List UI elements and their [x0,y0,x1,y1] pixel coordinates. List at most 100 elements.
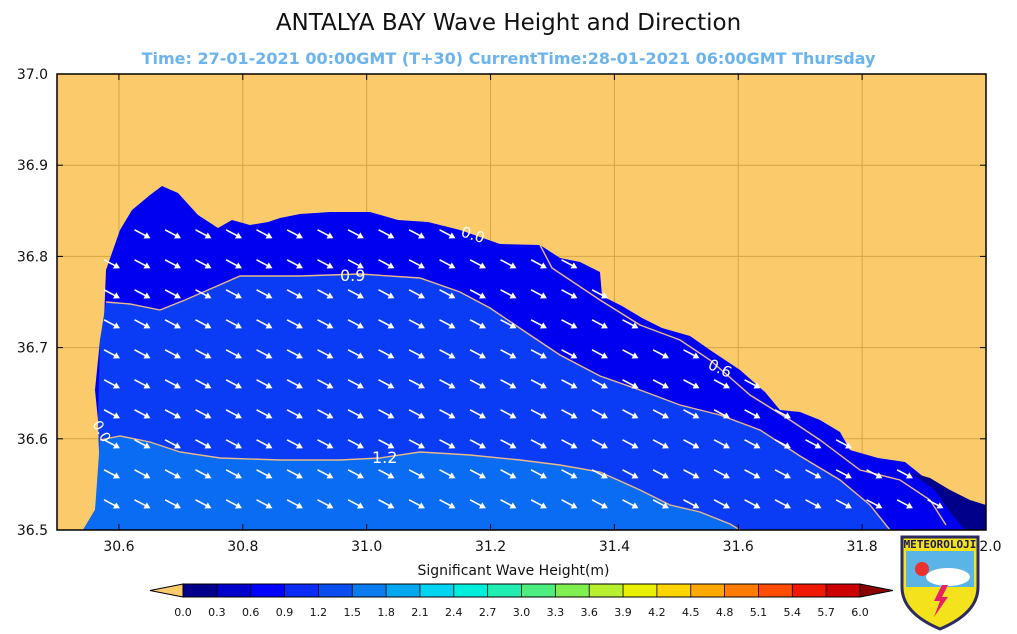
colorbar-segment [826,584,861,597]
colorbar-tick-label: 0.6 [242,606,260,619]
wave-arrow [469,319,486,329]
wave-arrow [317,289,334,299]
colorbar-tick-label: 5.7 [817,606,835,619]
wave-arrow [317,499,334,509]
wave-arrow [225,439,242,449]
wave-arrow [713,439,730,449]
wave-arrow [530,469,547,479]
wave-arrow [500,439,517,449]
wave-arrow [683,409,700,419]
wave-arrow [439,229,456,239]
wave-arrow [256,289,273,299]
wave-arrow [103,259,120,269]
wave-arrow [530,499,547,509]
colorbar-segment [623,584,658,597]
wave-arrow [591,439,608,449]
colorbar-segment [521,584,556,597]
colorbar-tick-label: 0.9 [276,606,294,619]
wave-arrow [347,499,364,509]
wave-arrow [469,409,486,419]
wave-arrow [652,439,669,449]
wave-arrow [622,499,639,509]
colorbar-tick-label: 0.3 [208,606,226,619]
wave-arrow [164,469,181,479]
wave-arrow [317,349,334,359]
wave-arrow [683,349,700,359]
wave-arrow [164,379,181,389]
contour-label: 1.2 [372,448,397,467]
wave-arrow [378,439,395,449]
wave-direction-arrows [103,229,944,509]
wave-arrow [378,259,395,269]
wave-arrow [195,229,212,239]
wave-arrow [561,289,578,299]
wave-arrow [530,259,547,269]
wave-arrow [408,379,425,389]
wave-arrow [561,409,578,419]
wave-arrow [164,349,181,359]
wave-arrow [500,319,517,329]
wave-arrow [774,439,791,449]
wave-arrow [530,349,547,359]
wave-arrow [134,379,151,389]
colorbar-tick-label: 0.0 [174,606,192,619]
wave-arrow [622,349,639,359]
colorbar-over-extend [859,583,894,598]
wave-arrow [774,469,791,479]
wave-arrow [439,379,456,389]
wave-arrow [530,439,547,449]
wave-arrow [317,379,334,389]
wave-arrow [408,319,425,329]
wave-arrow [774,499,791,509]
wave-arrow [195,259,212,269]
wave-arrow [195,349,212,359]
wave-arrow [591,349,608,359]
wave-arrow [134,319,151,329]
wave-arrow [195,319,212,329]
colorbar-under-extend [149,583,184,598]
contour-line-1.2 [99,435,741,530]
wave-arrow [225,259,242,269]
wave-arrow [347,439,364,449]
wave-arrow [317,409,334,419]
wave-arrow [561,379,578,389]
wave-arrow [835,499,852,509]
colorbar-tick-label: 5.1 [750,606,768,619]
wave-arrow [744,379,761,389]
wave-arrow [622,439,639,449]
wave-arrow [103,349,120,359]
wave-arrow [469,469,486,479]
wave-arrow [561,349,578,359]
wave-arrow [622,409,639,419]
wave-arrow [164,409,181,419]
wave-arrow [317,229,334,239]
y-tick-label: 36.9 [17,158,48,174]
chart-title: ANTALYA BAY Wave Height and Direction [275,10,742,36]
wave-arrow [530,289,547,299]
wave-arrow [103,409,120,419]
wave-arrow [225,469,242,479]
wave-arrow [652,379,669,389]
wave-arrow [896,469,913,479]
wave-arrow [317,259,334,269]
wave-arrow [225,319,242,329]
wave-arrow [713,469,730,479]
wave-arrow [469,379,486,389]
wave-arrow [500,499,517,509]
wave-arrow [439,499,456,509]
wave-arrow [408,439,425,449]
wave-arrow [591,499,608,509]
wave-arrow [256,409,273,419]
colorbar: 0.0 0.3 0.6 0.9 1.2 1.5 1.8 2.1 2.4 2.7 3.0 3.3 3.6 3… [149,583,894,619]
wave-arrow [225,379,242,389]
wave-arrow [744,439,761,449]
logo-text: METEOROLOJI [904,538,977,551]
wave-arrow [347,319,364,329]
wave-arrow [103,499,120,509]
wave-arrow [805,469,822,479]
x-tick-label: 30.8 [227,539,258,555]
wave-arrow [164,229,181,239]
wave-arrow [713,499,730,509]
wave-arrow [439,469,456,479]
